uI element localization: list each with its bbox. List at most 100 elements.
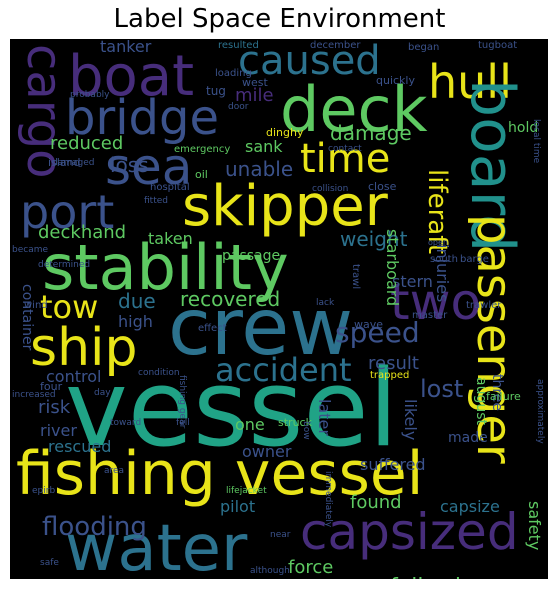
- word-weight: weight: [340, 227, 408, 251]
- word-speed: speed: [335, 316, 420, 349]
- word-passage: passage: [222, 248, 281, 264]
- word-unable: unable: [225, 157, 294, 181]
- word-control: control: [46, 367, 102, 386]
- word-likely: likely: [401, 399, 420, 441]
- word-epirb: epirb: [32, 486, 56, 496]
- word-tug: tug: [206, 84, 226, 98]
- word-ship: ship: [30, 318, 138, 378]
- word-west: west: [242, 76, 268, 89]
- word-stability: stability: [42, 231, 289, 304]
- word-door: door: [228, 102, 249, 112]
- word-reduced: reduced: [50, 133, 124, 154]
- word-deck: deck: [280, 73, 428, 146]
- word-owner: owner: [242, 442, 292, 461]
- word-emergency: emergency: [174, 144, 231, 155]
- word-wind: wind: [24, 300, 48, 311]
- word-damaged: damaged: [52, 158, 95, 168]
- word-collision: collision: [312, 184, 349, 194]
- word-resulted: resulted: [218, 40, 259, 51]
- word-four: four: [40, 380, 63, 393]
- word-starboard: starboard: [383, 229, 402, 307]
- word-loss: loss: [110, 153, 149, 177]
- word-suffered: suffered: [360, 455, 426, 474]
- word-two: two: [390, 273, 482, 331]
- word-water: water: [65, 512, 248, 579]
- word-sea: sea: [105, 138, 193, 196]
- word-lifejacket: lifejacket: [226, 486, 267, 496]
- word-due: due: [118, 289, 156, 313]
- word-became: became: [12, 245, 49, 255]
- word-increased: increased: [12, 390, 56, 400]
- word-made: made: [448, 430, 488, 446]
- word-pilot: pilot: [220, 497, 256, 516]
- word-contact: contact: [328, 144, 362, 154]
- word-south: south: [430, 254, 458, 265]
- word-flooding: flooding: [42, 512, 147, 542]
- word-fell: fell: [176, 418, 190, 428]
- word-result: result: [368, 353, 419, 374]
- word-caused: caused: [238, 39, 381, 84]
- word-safety: safety: [525, 501, 544, 551]
- word-boat: boat: [68, 44, 195, 109]
- word-hospital: hospital: [150, 182, 190, 193]
- word-trawl: trawl: [350, 264, 361, 290]
- word-deckhand: deckhand: [38, 222, 127, 243]
- word-tugboat: tugboat: [478, 40, 518, 51]
- word-determined: determined: [38, 260, 91, 270]
- word-trapped: trapped: [370, 370, 410, 381]
- word-although: although: [250, 566, 290, 576]
- word-local-time: local time: [531, 119, 541, 164]
- word-master: master: [412, 310, 448, 321]
- word-probably: probably: [70, 90, 110, 100]
- word-effect: effect: [198, 323, 227, 334]
- word-toward: toward: [110, 418, 142, 428]
- word-open: open: [428, 238, 448, 247]
- word-sank: sank: [245, 137, 283, 156]
- word-began: began: [408, 42, 440, 53]
- word-taken: taken: [148, 229, 193, 248]
- word-trawler: trawler: [466, 300, 502, 311]
- word-condition: condition: [138, 368, 180, 378]
- word-container: container: [19, 284, 35, 351]
- word-safe: safe: [40, 558, 59, 568]
- word-stern: stern: [392, 272, 433, 291]
- word-area: area: [104, 466, 125, 476]
- word-island: island: [48, 156, 81, 169]
- word-river: river: [40, 421, 77, 440]
- word-barge: barge: [460, 254, 489, 265]
- word-following: following: [390, 577, 489, 580]
- word-crew: crew: [168, 283, 354, 373]
- word-dinghy: dinghy: [266, 126, 304, 139]
- word-force: force: [288, 557, 334, 578]
- word-fitted: fitted: [144, 196, 168, 206]
- word-tanker: tanker: [100, 39, 152, 56]
- word-rescued: rescued: [48, 437, 112, 456]
- word-damage: damage: [330, 121, 412, 145]
- word-recovered: recovered: [180, 287, 281, 311]
- chart-title: Label Space Environment: [113, 4, 446, 34]
- word-struck: struck: [278, 416, 312, 429]
- word-accident: accident: [215, 351, 352, 389]
- word-tow: tow: [40, 288, 99, 326]
- word-bridge: bridge: [65, 90, 220, 146]
- word-hull: hull: [428, 55, 512, 109]
- word-close: close: [368, 180, 397, 193]
- word-vessel: vessel: [65, 347, 399, 470]
- word-loading: loading: [215, 68, 252, 79]
- word-passenger: passenger: [466, 214, 522, 464]
- word-near: near: [270, 530, 291, 540]
- word-mile: mile: [235, 85, 274, 106]
- word-capsized: capsized: [300, 503, 519, 561]
- word-hold: hold: [508, 120, 539, 136]
- word-quickly: quickly: [376, 74, 415, 87]
- word-one: one: [235, 415, 265, 434]
- word-risk: risk: [38, 397, 71, 418]
- word-time: time: [300, 136, 391, 182]
- word-bow: bow: [301, 421, 311, 440]
- word-cloud: vessel fishing vessel water crew stabili…: [10, 39, 548, 579]
- word-injuries: injuries: [433, 244, 452, 303]
- word-immediately: immediately: [323, 471, 333, 528]
- word-fishing-vessel: fishing vessel: [16, 439, 424, 509]
- word-december: december: [310, 40, 361, 51]
- word-high: high: [118, 312, 153, 331]
